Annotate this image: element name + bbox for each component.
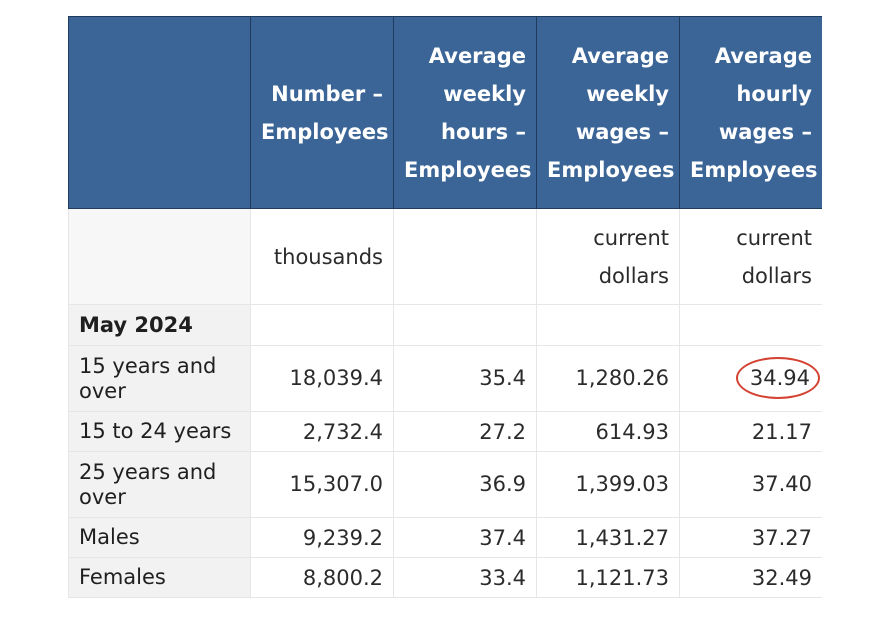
units-text: thousands <box>273 244 383 269</box>
units-text: dollars <box>598 263 669 288</box>
header-line: hourly <box>736 81 812 106</box>
header-line: Average <box>428 43 526 68</box>
header-avg-weekly-hours: Average weekly hours – Employees <box>393 16 537 209</box>
header-row: Number – Employees Average weekly hours … <box>68 16 822 209</box>
row-label: 15 to 24 years <box>68 411 251 452</box>
table-row: 15 years and over 18,039.4 35.4 1,280.26… <box>68 345 822 412</box>
row-label: 25 years and over <box>68 451 251 518</box>
cell-avg-hourly-wages: 37.40 <box>679 451 822 518</box>
header-line: Employees <box>690 157 818 182</box>
cell-number-employees: 15,307.0 <box>250 451 394 518</box>
units-text: current <box>736 225 812 250</box>
header-line: Number – <box>271 81 383 106</box>
header-line: weekly <box>586 81 669 106</box>
table-row: Females 8,800.2 33.4 1,121.73 32.49 <box>68 557 822 598</box>
header-stub-cell <box>68 16 251 209</box>
row-label: 15 years and over <box>68 345 251 412</box>
cell-number-employees: 2,732.4 <box>250 411 394 452</box>
row-label: Males <box>68 517 251 558</box>
empty-cell <box>250 304 394 346</box>
empty-cell <box>393 304 537 346</box>
cell-avg-weekly-wages: 1,280.26 <box>536 345 680 412</box>
section-label: May 2024 <box>68 304 251 346</box>
header-line: Average <box>571 43 669 68</box>
highlighted-value: 34.94 <box>735 357 820 399</box>
units-row: thousands current dollars current dollar… <box>68 208 822 305</box>
cell-avg-weekly-wages: 614.93 <box>536 411 680 452</box>
cell-number-employees: 9,239.2 <box>250 517 394 558</box>
cell-avg-weekly-wages: 1,399.03 <box>536 451 680 518</box>
cell-avg-hourly-wages: 21.17 <box>679 411 822 452</box>
cell-avg-weekly-wages: 1,121.73 <box>536 557 680 598</box>
cell-avg-hourly-wages: 34.94 <box>679 345 822 412</box>
header-number-employees: Number – Employees <box>250 16 394 209</box>
units-stub-cell <box>68 208 251 305</box>
table-row: Males 9,239.2 37.4 1,431.27 37.27 <box>68 517 822 558</box>
units-cell: thousands <box>250 208 394 305</box>
header-line: wages – <box>575 119 669 144</box>
empty-cell <box>536 304 680 346</box>
empty-cell <box>679 304 822 346</box>
units-cell: current dollars <box>679 208 822 305</box>
header-line: wages – <box>718 119 812 144</box>
table-row: 15 to 24 years 2,732.4 27.2 614.93 21.17 <box>68 411 822 452</box>
header-avg-weekly-wages: Average weekly wages – Employees <box>536 16 680 209</box>
table-container: Number – Employees Average weekly hours … <box>68 16 822 602</box>
header-line: Employees <box>261 119 389 144</box>
employment-wages-table: Number – Employees Average weekly hours … <box>68 16 822 598</box>
header-line: hours – <box>441 119 526 144</box>
units-text: dollars <box>741 263 812 288</box>
header-avg-hourly-wages: Average hourly wages – Employees <box>679 16 822 209</box>
table-row: 25 years and over 15,307.0 36.9 1,399.03… <box>68 451 822 518</box>
highlighted-value-text: 34.94 <box>749 366 810 390</box>
header-line: Average <box>714 43 812 68</box>
units-cell <box>393 208 537 305</box>
cell-avg-weekly-wages: 1,431.27 <box>536 517 680 558</box>
units-cell: current dollars <box>536 208 680 305</box>
cell-avg-weekly-hours: 35.4 <box>393 345 537 412</box>
cell-number-employees: 8,800.2 <box>250 557 394 598</box>
cell-avg-hourly-wages: 32.49 <box>679 557 822 598</box>
row-label: Females <box>68 557 251 598</box>
section-row: May 2024 <box>68 304 822 346</box>
units-text: current <box>593 225 669 250</box>
cell-avg-weekly-hours: 37.4 <box>393 517 537 558</box>
header-line: weekly <box>443 81 526 106</box>
header-line: Employees <box>547 157 675 182</box>
cell-avg-weekly-hours: 27.2 <box>393 411 537 452</box>
cell-number-employees: 18,039.4 <box>250 345 394 412</box>
cell-avg-weekly-hours: 33.4 <box>393 557 537 598</box>
cell-avg-weekly-hours: 36.9 <box>393 451 537 518</box>
cell-avg-hourly-wages: 37.27 <box>679 517 822 558</box>
header-line: Employees <box>404 157 532 182</box>
